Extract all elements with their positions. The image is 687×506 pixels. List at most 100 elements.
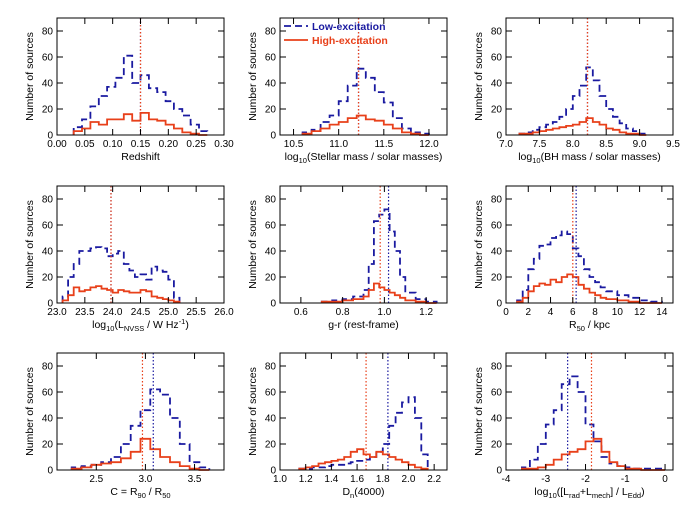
y-tick-label: 40: [265, 247, 277, 258]
y-tick-label: 0: [47, 466, 53, 477]
high-excitation-histogram: [301, 114, 429, 136]
x-tick-label: 0: [662, 474, 668, 485]
plot-frame: [279, 17, 448, 136]
high-excitation-histogram: [298, 448, 429, 470]
plot-frame: [279, 185, 448, 304]
panel-radio_luminosity: 23.0 23.5 24.0 24.5 25.0 25.5 26.0 0 20 40 60 80 Num…: [24, 185, 234, 333]
x-tick-label: 0.6: [294, 307, 308, 318]
y-tick-label: 80: [265, 195, 277, 206]
y-tick-label: 20: [265, 105, 277, 116]
x-tick-label: 24.0: [103, 307, 123, 318]
y-tick-label: 0: [47, 131, 53, 142]
y-axis-label: Number of sources: [247, 32, 259, 121]
low-excitation-histogram: [301, 67, 430, 135]
x-tick-label: 3.0: [138, 474, 152, 485]
y-tick-label: 60: [42, 221, 54, 232]
y-tick-label: 20: [265, 273, 277, 284]
x-axis-label: Redshift: [121, 151, 160, 163]
y-tick-label: 60: [42, 388, 54, 399]
y-tick-label: 20: [265, 440, 277, 451]
x-tick-label: 26.0: [214, 307, 234, 318]
y-tick-label: 40: [42, 247, 54, 258]
y-tick-label: 0: [496, 131, 502, 142]
x-tick-label: 10: [612, 307, 624, 318]
x-tick-label: 0.10: [103, 139, 123, 150]
plot-frame: [279, 352, 448, 471]
x-tick-label: 1.0: [273, 474, 287, 485]
y-axis-label: Number of sources: [473, 32, 485, 121]
y-tick-label: 20: [42, 440, 54, 451]
x-tick-label: 0.05: [75, 139, 95, 150]
panel-eddington: -4 -3 -2 -1 0 0 20 40 60 80 Number of sources log10…: [473, 352, 674, 500]
plot-frame: [56, 185, 225, 304]
y-tick-label: 0: [270, 466, 276, 477]
low-excitation-histogram: [521, 375, 666, 470]
x-tick-label: 11.0: [329, 139, 348, 150]
x-tick-label: 25.5: [186, 307, 206, 318]
y-tick-label: 80: [491, 27, 503, 38]
y-tick-label: 80: [265, 362, 277, 373]
x-tick-label: 23.5: [75, 307, 95, 318]
x-tick-label: 0.20: [159, 139, 179, 150]
x-tick-label: 12: [634, 307, 646, 318]
x-tick-label: 7.5: [532, 139, 546, 150]
x-tick-label: 1.6: [350, 474, 364, 485]
high-excitation-histogram: [61, 285, 181, 303]
low-excitation-histogram: [516, 230, 663, 303]
y-tick-label: 60: [491, 53, 503, 64]
y-tick-label: 80: [42, 362, 54, 373]
high-excitation-histogram: [516, 273, 662, 304]
legend-low-label: Low-excitation: [312, 21, 386, 33]
x-tick-label: 12.0: [419, 139, 439, 150]
x-axis-label: log10(Stellar mass / solar masses): [285, 151, 443, 165]
x-tick-label: 24.5: [131, 307, 151, 318]
low-excitation-histogram: [70, 388, 211, 470]
x-tick-label: 2: [525, 307, 531, 318]
y-tick-label: 80: [42, 195, 54, 206]
y-tick-label: 60: [42, 53, 54, 64]
legend-high-label: High-excitation: [312, 35, 388, 47]
x-tick-label: -4: [502, 474, 511, 485]
y-tick-label: 0: [270, 299, 276, 310]
y-axis-label: Number of sources: [473, 367, 485, 456]
x-tick-label: 2.0: [402, 474, 416, 485]
y-tick-label: 40: [265, 79, 277, 90]
y-axis-label: Number of sources: [24, 32, 36, 121]
x-tick-label: -2: [581, 474, 590, 485]
y-tick-label: 0: [496, 466, 502, 477]
x-tick-label: 23.0: [47, 307, 67, 318]
high-excitation-histogram: [518, 117, 647, 136]
low-excitation-histogram: [320, 208, 438, 303]
x-tick-label: -3: [541, 474, 550, 485]
y-tick-label: 80: [265, 27, 277, 38]
y-tick-label: 80: [491, 195, 503, 206]
x-tick-label: 0.8: [336, 307, 350, 318]
x-tick-label: 1.4: [324, 474, 338, 485]
y-axis-label: Number of sources: [24, 367, 36, 456]
x-tick-label: 25.0: [159, 307, 179, 318]
y-tick-label: 60: [265, 53, 277, 64]
x-axis-label: C = R90 / R50: [110, 486, 170, 500]
y-tick-label: 40: [42, 79, 54, 90]
x-tick-label: 2.2: [427, 474, 441, 485]
x-tick-label: 8.0: [566, 139, 580, 150]
y-tick-label: 40: [491, 79, 503, 90]
plot-frame: [505, 17, 674, 136]
high-excitation-histogram: [70, 437, 210, 471]
panel-colour: 0.6 0.8 1.0 1.2 0 20 40 60 80 Number of sources g-…: [247, 185, 448, 331]
y-tick-label: 0: [270, 131, 276, 142]
x-tick-label: 4: [548, 307, 554, 318]
x-axis-label: Dn(4000): [342, 486, 384, 500]
x-tick-label: -1: [621, 474, 630, 485]
y-tick-label: 60: [265, 221, 277, 232]
high-excitation-histogram: [320, 282, 437, 304]
x-tick-label: 0: [503, 307, 509, 318]
y-tick-label: 60: [491, 388, 503, 399]
y-tick-label: 40: [265, 414, 277, 425]
y-tick-label: 80: [42, 27, 54, 38]
x-axis-label: R50 / kpc: [569, 319, 610, 333]
x-tick-label: 9.5: [666, 139, 680, 150]
x-tick-label: 2.5: [89, 474, 103, 485]
y-tick-label: 0: [47, 299, 53, 310]
x-tick-label: 1.2: [419, 307, 433, 318]
